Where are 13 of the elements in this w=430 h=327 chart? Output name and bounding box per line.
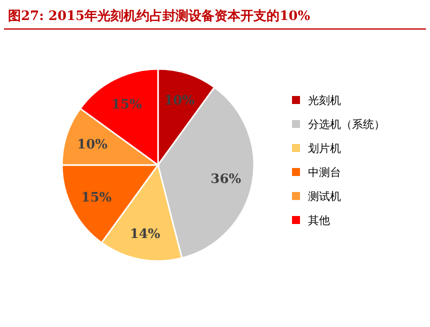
- legend-label: 分选机（系统）: [308, 118, 385, 131]
- data-label: 14%: [130, 226, 161, 242]
- data-label: 15%: [111, 97, 142, 112]
- data-label: 10%: [77, 138, 108, 153]
- chart-title: 图27: 2015年光刻机约占封测设备资本开支的10%: [8, 8, 311, 24]
- legend-label: 划片机: [308, 142, 341, 155]
- data-label: 36%: [210, 172, 242, 187]
- legend-label: 光刻机: [308, 94, 341, 107]
- legend-label: 测试机: [308, 190, 341, 203]
- data-label: 15%: [81, 190, 112, 206]
- legend-label: 中测台: [308, 166, 341, 179]
- data-label: 10%: [164, 93, 196, 108]
- legend-label: 其他: [308, 214, 330, 227]
